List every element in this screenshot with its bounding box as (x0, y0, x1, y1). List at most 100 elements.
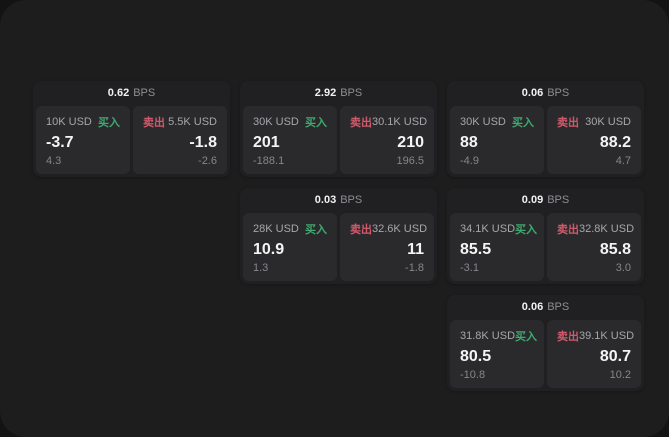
sell-side-label: 卖出 (557, 331, 579, 343)
buy-side-label: 买入 (305, 117, 327, 129)
sell-price: 88.2 (599, 134, 631, 152)
sell-panel-top-row: 卖出 30.1K USD (350, 114, 428, 130)
buy-panel[interactable]: 30K USD 买入 88 -4.9 (450, 106, 544, 174)
buy-panel[interactable]: 31.8K USD 买入 80.5 -10.8 (450, 320, 544, 388)
sell-size-label: 5.5K USD (168, 116, 217, 128)
quote-panels: 31.8K USD 买入 80.5 -10.8 卖出 39.1K USD 80.… (447, 320, 644, 391)
sell-size-label: 32.8K USD (579, 223, 635, 235)
buy-price: 201 (253, 134, 280, 152)
buy-panel-top-row: 28K USD 买入 (253, 221, 327, 237)
sell-panel[interactable]: 卖出 30.1K USD 210 196.5 (340, 106, 434, 174)
sell-side-label: 卖出 (143, 117, 165, 129)
sell-price: -1.8 (189, 134, 217, 152)
sell-panel-top-row: 卖出 5.5K USD (143, 114, 217, 130)
bps-unit-label: BPS (547, 194, 570, 206)
quote-card: 0.03 BPS 28K USD 买入 10.9 1.3 卖出 32.6K US… (240, 188, 437, 284)
buy-size-label: 31.8K USD (460, 330, 516, 342)
sell-price: 11 (407, 241, 424, 259)
quote-panels: 10K USD 买入 -3.7 4.3 卖出 5.5K USD -1.8 -2.… (33, 106, 230, 177)
buy-price: 80.5 (460, 348, 492, 366)
buy-price: 85.5 (460, 241, 492, 259)
quote-panels: 30K USD 买入 88 -4.9 卖出 30K USD 88.2 4.7 (447, 106, 644, 177)
bps-header: 0.06 BPS (447, 81, 644, 106)
quote-panels: 28K USD 买入 10.9 1.3 卖出 32.6K USD 11 -1.8 (240, 213, 437, 284)
buy-size-label: 28K USD (253, 223, 299, 235)
sell-price: 210 (397, 134, 424, 152)
sell-delta: 3.0 (615, 262, 631, 274)
sell-delta: -2.6 (198, 155, 217, 167)
bps-value: 0.09 (521, 194, 544, 206)
sell-panel[interactable]: 卖出 30K USD 88.2 4.7 (547, 106, 641, 174)
sell-size-label: 39.1K USD (579, 330, 635, 342)
sell-price: 80.7 (599, 348, 631, 366)
sell-panel-top-row: 卖出 32.6K USD (350, 221, 428, 237)
sell-panel[interactable]: 卖出 39.1K USD 80.7 10.2 (547, 320, 641, 388)
bps-value: 0.62 (107, 87, 130, 99)
sell-side-label: 卖出 (350, 224, 372, 236)
buy-size-label: 34.1K USD (460, 223, 516, 235)
buy-panel[interactable]: 30K USD 买入 201 -188.1 (243, 106, 337, 174)
quote-card: 0.06 BPS 31.8K USD 买入 80.5 -10.8 卖出 39.1… (447, 295, 644, 391)
buy-delta: -4.9 (460, 155, 479, 167)
sell-size-label: 32.6K USD (372, 223, 428, 235)
buy-panel-top-row: 31.8K USD 买入 (460, 328, 537, 344)
buy-price: 10.9 (253, 241, 285, 259)
sell-size-label: 30.1K USD (372, 116, 428, 128)
buy-delta: 4.3 (46, 155, 62, 167)
bps-unit-label: BPS (547, 301, 570, 313)
sell-panel-top-row: 卖出 39.1K USD (557, 328, 635, 344)
buy-panel-top-row: 34.1K USD 买入 (460, 221, 538, 237)
buy-panel[interactable]: 28K USD 买入 10.9 1.3 (243, 213, 337, 281)
quote-card: 0.62 BPS 10K USD 买入 -3.7 4.3 卖出 5.5K USD… (33, 81, 230, 177)
sell-side-label: 卖出 (557, 117, 579, 129)
bps-value: 0.06 (521, 301, 544, 313)
buy-delta: -3.1 (460, 262, 479, 274)
buy-size-label: 30K USD (253, 116, 299, 128)
quote-card: 0.06 BPS 30K USD 买入 88 -4.9 卖出 30K USD 8… (447, 81, 644, 177)
bps-unit-label: BPS (340, 194, 363, 206)
sell-side-label: 卖出 (557, 224, 579, 236)
buy-side-label: 买入 (515, 224, 538, 236)
buy-delta: 1.3 (253, 262, 269, 274)
buy-panel[interactable]: 34.1K USD 买入 85.5 -3.1 (450, 213, 544, 281)
bps-unit-label: BPS (547, 87, 570, 99)
buy-panel-top-row: 30K USD 买入 (460, 114, 534, 130)
sell-price: 85.8 (599, 241, 631, 259)
buy-delta: -10.8 (460, 369, 486, 381)
quote-panels: 34.1K USD 买入 85.5 -3.1 卖出 32.8K USD 85.8… (447, 213, 644, 284)
sell-panel[interactable]: 卖出 5.5K USD -1.8 -2.6 (133, 106, 227, 174)
buy-delta: -188.1 (253, 155, 285, 167)
sell-delta: 10.2 (609, 369, 631, 381)
bps-header: 0.09 BPS (447, 188, 644, 213)
sell-size-label: 30K USD (585, 116, 631, 128)
buy-panel[interactable]: 10K USD 买入 -3.7 4.3 (36, 106, 130, 174)
sell-panel-top-row: 卖出 30K USD (557, 114, 631, 130)
sell-side-label: 卖出 (350, 117, 372, 129)
buy-side-label: 买入 (98, 117, 120, 129)
sell-delta: 4.7 (615, 155, 631, 167)
bps-header: 0.62 BPS (33, 81, 230, 106)
sell-delta: 196.5 (396, 155, 424, 167)
bps-value: 2.92 (314, 87, 337, 99)
buy-price: -3.7 (46, 134, 74, 152)
sell-delta: -1.8 (405, 262, 424, 274)
bps-header: 0.03 BPS (240, 188, 437, 213)
bps-value: 0.03 (314, 194, 337, 206)
buy-side-label: 买入 (305, 224, 327, 236)
buy-size-label: 30K USD (460, 116, 506, 128)
buy-panel-top-row: 10K USD 买入 (46, 114, 120, 130)
bps-header: 2.92 BPS (240, 81, 437, 106)
quote-card: 2.92 BPS 30K USD 买入 201 -188.1 卖出 30.1K … (240, 81, 437, 177)
quote-panels: 30K USD 买入 201 -188.1 卖出 30.1K USD 210 1… (240, 106, 437, 177)
buy-size-label: 10K USD (46, 116, 92, 128)
sell-panel[interactable]: 卖出 32.6K USD 11 -1.8 (340, 213, 434, 281)
bps-unit-label: BPS (133, 87, 156, 99)
bps-unit-label: BPS (340, 87, 363, 99)
bps-header: 0.06 BPS (447, 295, 644, 320)
sell-panel[interactable]: 卖出 32.8K USD 85.8 3.0 (547, 213, 641, 281)
quote-card-grid: 0.62 BPS 10K USD 买入 -3.7 4.3 卖出 5.5K USD… (33, 81, 644, 391)
buy-panel-top-row: 30K USD 买入 (253, 114, 327, 130)
sell-panel-top-row: 卖出 32.8K USD (557, 221, 635, 237)
buy-price: 88 (460, 134, 478, 152)
